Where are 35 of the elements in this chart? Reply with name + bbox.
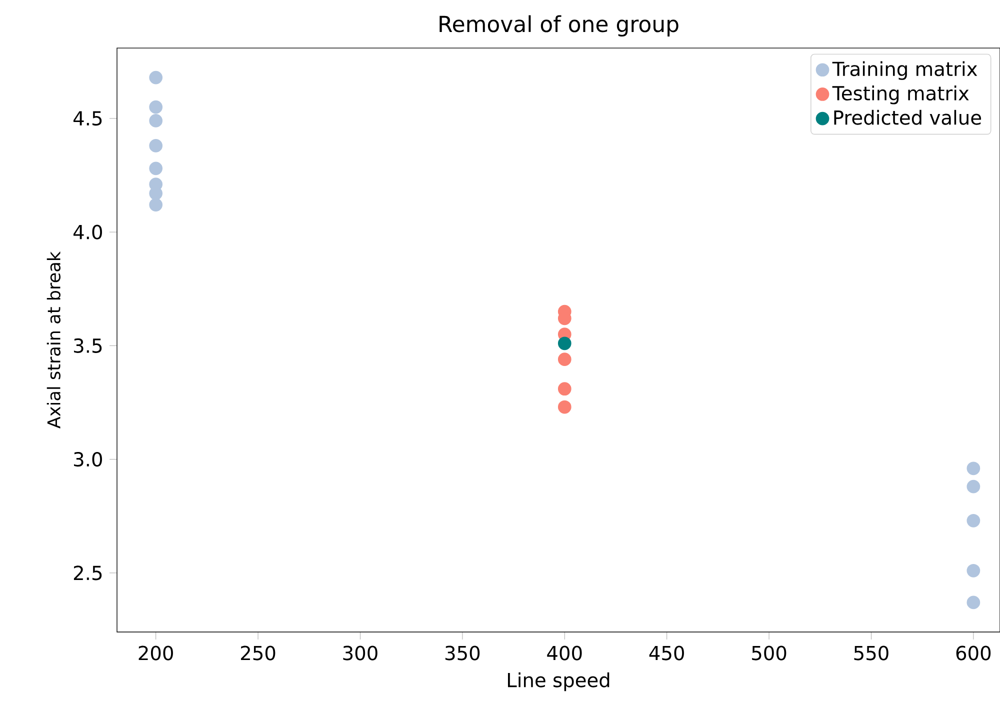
y-tick-label: 3.5 [74, 338, 102, 353]
y-axis-title: Axial strain at break [46, 251, 60, 428]
point [558, 336, 572, 350]
point [558, 352, 572, 366]
y-tick-label: 4.5 [73, 111, 102, 126]
point [149, 198, 163, 212]
x-tick-label: 400 [547, 646, 582, 660]
y-tick-label: 4.0 [73, 224, 102, 240]
x-axis-title: Line speed [508, 672, 610, 692]
point [966, 462, 980, 476]
point [966, 514, 980, 528]
point [149, 114, 163, 128]
point [966, 480, 980, 494]
point [966, 596, 980, 610]
point [558, 400, 572, 414]
chart-title: Removal of one group [440, 15, 678, 37]
point [149, 139, 163, 152]
y-tick-label: 3.0 [74, 452, 102, 467]
x-tick-label: 600 [956, 646, 991, 660]
point [966, 564, 980, 578]
x-tick-label: 300 [343, 646, 378, 660]
x-tick-label: 350 [445, 646, 480, 660]
point [149, 100, 163, 114]
x-tick-label: 250 [240, 646, 276, 660]
legend-label: Training matrix [832, 61, 978, 80]
point [149, 70, 163, 84]
point [149, 162, 163, 176]
x-tick-label: 450 [649, 646, 684, 660]
x-tick-label: 200 [138, 646, 173, 660]
legend-label: Testing matrix [832, 86, 969, 104]
legend-label: Predicted value [834, 110, 982, 125]
x-tick-label: 550 [854, 646, 888, 660]
x-tick-label: 500 [752, 646, 786, 660]
y-tick-label: 2.5 [74, 566, 102, 580]
point [558, 382, 572, 396]
